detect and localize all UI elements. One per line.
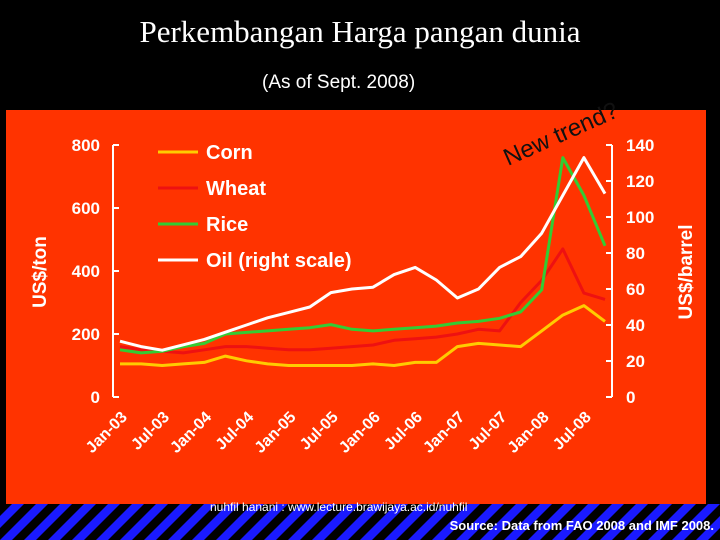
stripe bbox=[336, 504, 384, 540]
stripe bbox=[408, 504, 456, 540]
y-tick-label: 800 bbox=[72, 136, 100, 155]
stripe bbox=[288, 504, 336, 540]
series-line-wheat bbox=[119, 247, 606, 355]
legend-label: Rice bbox=[206, 214, 248, 236]
stripe bbox=[672, 504, 720, 540]
subtitle: (As of Sept. 2008) bbox=[262, 72, 416, 93]
y-tick-label: 400 bbox=[72, 262, 100, 281]
y2-tick-label: 60 bbox=[626, 280, 645, 299]
y2-tick-label: 0 bbox=[626, 388, 635, 407]
stripe bbox=[480, 504, 528, 540]
series-layer bbox=[119, 156, 607, 367]
stripe bbox=[312, 504, 360, 540]
stripe bbox=[144, 504, 192, 540]
legend-item-corn: Corn bbox=[158, 142, 253, 164]
y-axis-label: US$/ton bbox=[30, 236, 51, 308]
legend-item-rice: Rice bbox=[158, 214, 248, 236]
stripe bbox=[528, 504, 576, 540]
stripe bbox=[624, 504, 672, 540]
stripe bbox=[168, 504, 216, 540]
y2-tick-label: 100 bbox=[626, 208, 654, 227]
stripe bbox=[504, 504, 552, 540]
decorative-stripes bbox=[0, 504, 720, 540]
stripe bbox=[264, 504, 312, 540]
legend-item-wheat: Wheat bbox=[158, 178, 266, 200]
y2-axis-label: US$/barrel bbox=[676, 224, 697, 319]
watermark: nuhfil hanani : www.lecture.brawijaya.ac… bbox=[210, 500, 468, 514]
y2-tick-label: 140 bbox=[626, 136, 654, 155]
y2-tick-label: 120 bbox=[626, 172, 654, 191]
page-title: Perkembangan Harga pangan dunia bbox=[139, 14, 581, 49]
stripe bbox=[48, 504, 96, 540]
stripe bbox=[120, 504, 168, 540]
chart-panel bbox=[6, 110, 706, 504]
stripe bbox=[192, 504, 240, 540]
stripe bbox=[576, 504, 624, 540]
y-tick-label: 0 bbox=[91, 388, 100, 407]
series-line-corn bbox=[120, 304, 606, 367]
legend-label: Wheat bbox=[206, 178, 266, 200]
y-tick-label: 600 bbox=[72, 199, 100, 218]
legend-label: Corn bbox=[206, 142, 253, 164]
stripe bbox=[240, 504, 288, 540]
y2-tick-label: 80 bbox=[626, 244, 645, 263]
stripe bbox=[72, 504, 120, 540]
y2-tick-label: 20 bbox=[626, 352, 645, 371]
stripe bbox=[96, 504, 144, 540]
y-tick-label: 200 bbox=[72, 325, 100, 344]
stripe bbox=[24, 504, 72, 540]
legend-item-oil: Oil (right scale) bbox=[158, 250, 352, 272]
series-line-oil bbox=[119, 156, 607, 352]
stripe bbox=[432, 504, 480, 540]
stripe bbox=[552, 504, 600, 540]
stripe bbox=[360, 504, 408, 540]
stripe bbox=[648, 504, 696, 540]
legend-label: Oil (right scale) bbox=[206, 250, 352, 272]
stripe bbox=[0, 504, 48, 540]
source-note: Source: Data from FAO 2008 and IMF 2008. bbox=[449, 518, 714, 533]
stripe bbox=[216, 504, 264, 540]
series-line-rice bbox=[119, 156, 607, 355]
stripe bbox=[384, 504, 432, 540]
y2-tick-label: 40 bbox=[626, 316, 645, 335]
stripe bbox=[456, 504, 504, 540]
stripe bbox=[600, 504, 648, 540]
stripe bbox=[0, 504, 24, 528]
legend: Corn Wheat Rice Oil (right scale) bbox=[158, 142, 352, 272]
stripe bbox=[696, 516, 720, 540]
